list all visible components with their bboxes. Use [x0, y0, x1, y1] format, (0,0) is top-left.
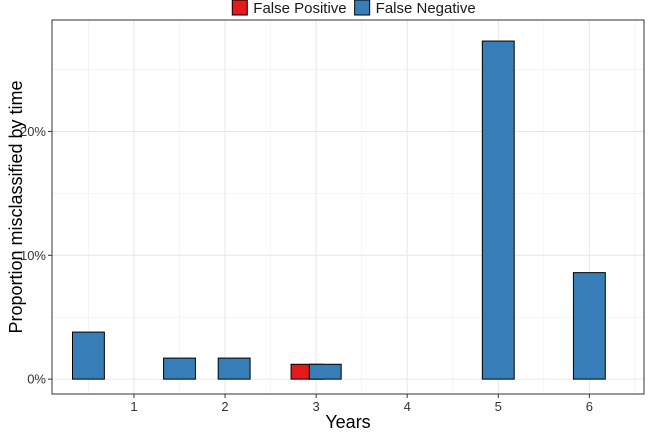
bar-false-negative-5	[572, 272, 606, 380]
panel-border	[51, 19, 645, 395]
y-tick-label: 10%	[20, 248, 46, 263]
grid	[52, 20, 644, 394]
bar-false-negative-4	[481, 40, 515, 380]
axes: 0% 10% 20% 1 2 3 4 5 6	[20, 124, 593, 414]
x-axis-title: Years	[325, 412, 370, 432]
y-tick-label: 0%	[27, 372, 46, 387]
bar-false-negative-3	[308, 363, 342, 380]
bar-false-negative-1	[163, 357, 196, 380]
legend-key	[354, 0, 371, 16]
bar-false-negative-0	[71, 331, 105, 380]
y-axis-title: Proportion misclassified by time	[6, 80, 26, 333]
legend-key	[231, 0, 248, 16]
x-tick-label: 6	[586, 399, 593, 414]
legend-item-false-positive: False Positive	[231, 0, 347, 17]
x-tick-label: 2	[221, 399, 228, 414]
x-tick-label: 4	[404, 399, 411, 414]
x-tick-label: 3	[313, 399, 320, 414]
legend-label: False Negative	[376, 0, 476, 17]
y-tick-label: 20%	[20, 124, 46, 139]
legend: False Positive False Negative	[231, 0, 476, 17]
x-tick-label: 1	[130, 399, 137, 414]
bars	[71, 40, 606, 380]
bar-false-negative-2	[217, 357, 251, 380]
x-tick-label: 5	[495, 399, 502, 414]
legend-item-false-negative: False Negative	[354, 0, 476, 17]
legend-label: False Positive	[253, 0, 346, 17]
